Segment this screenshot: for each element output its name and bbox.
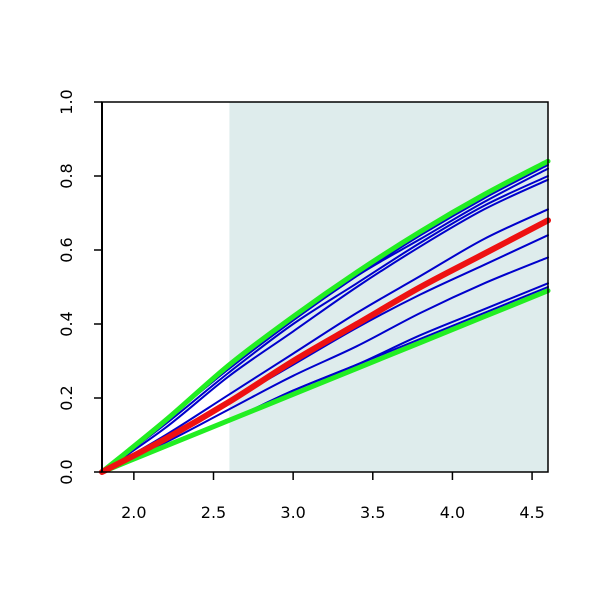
- series-layer: [99, 158, 551, 475]
- x-tick-label: 2.0: [121, 503, 146, 522]
- y-tick-label: 0.2: [57, 385, 76, 410]
- x-tick-label: 3.0: [280, 503, 305, 522]
- series-line-red-11: [99, 217, 551, 475]
- series-line-blue-3: [101, 178, 549, 473]
- x-tick-label: 4.0: [440, 503, 465, 522]
- y-tick-label: 0.8: [57, 163, 76, 188]
- series-line-green-10: [99, 288, 551, 475]
- axes-layer: 2.0 2.5 3.0 3.5 4.0 4.5 0.0 0.2 0.4 0.6 0.8 1.0: [57, 89, 549, 522]
- y-tick-label: 0.6: [57, 237, 76, 262]
- series-line-green-9: [99, 158, 551, 475]
- x-tick-label: 4.5: [519, 503, 544, 522]
- series-line-blue-2: [101, 175, 549, 473]
- series-line-blue-4: [101, 208, 549, 473]
- series-line-blue-6: [101, 256, 549, 473]
- x-tick-label: 2.5: [201, 503, 226, 522]
- y-tick-label: 1.0: [57, 89, 76, 114]
- y-tick-label: 0.0: [57, 459, 76, 484]
- shaded-region: [229, 102, 548, 472]
- x-tick-label: 3.5: [360, 503, 385, 522]
- y-tick-label: 0.4: [57, 311, 76, 336]
